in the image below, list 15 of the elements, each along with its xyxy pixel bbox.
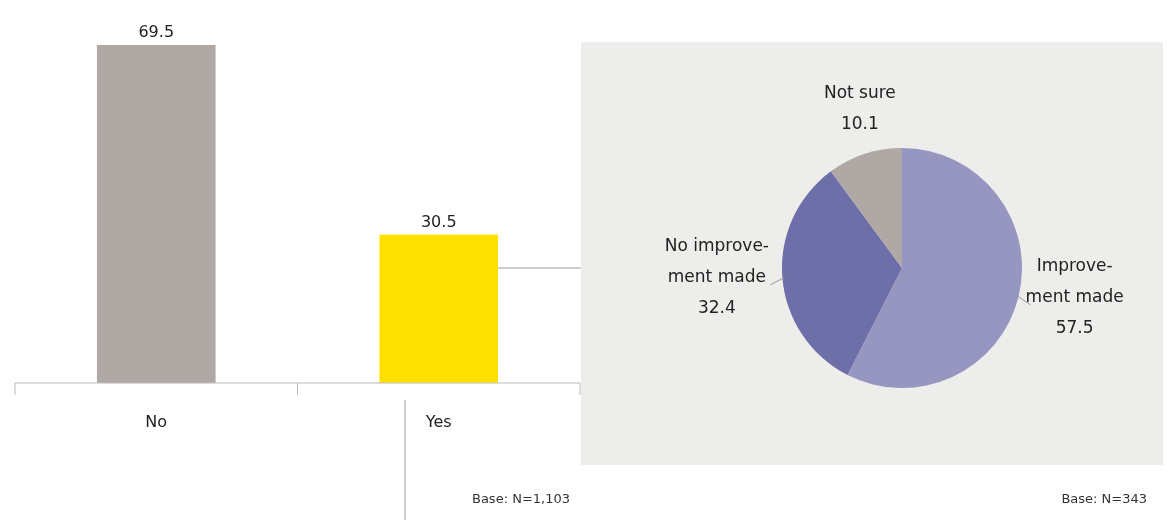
slice-label: No improve- ment made — [664, 234, 769, 286]
data-label: 30.5 — [420, 211, 457, 231]
pie-slice — [847, 148, 1022, 388]
pie-slice — [782, 171, 902, 375]
data-label: 10.1 — [840, 112, 879, 133]
text: Base: N=1,103 — [471, 491, 570, 506]
data-label: 69.5 — [138, 22, 175, 41]
data-label: 57.5 — [1055, 317, 1094, 338]
text: Base: N=343 — [1061, 491, 1147, 506]
x-tick-label: No — [145, 412, 168, 431]
pie-slice — [830, 148, 902, 268]
slice-label: Not sure — [823, 81, 896, 102]
data-label: 32.4 — [697, 296, 736, 317]
slice-label: Improve- ment made — [1025, 255, 1124, 307]
x-tick-label: Yes — [424, 412, 452, 431]
